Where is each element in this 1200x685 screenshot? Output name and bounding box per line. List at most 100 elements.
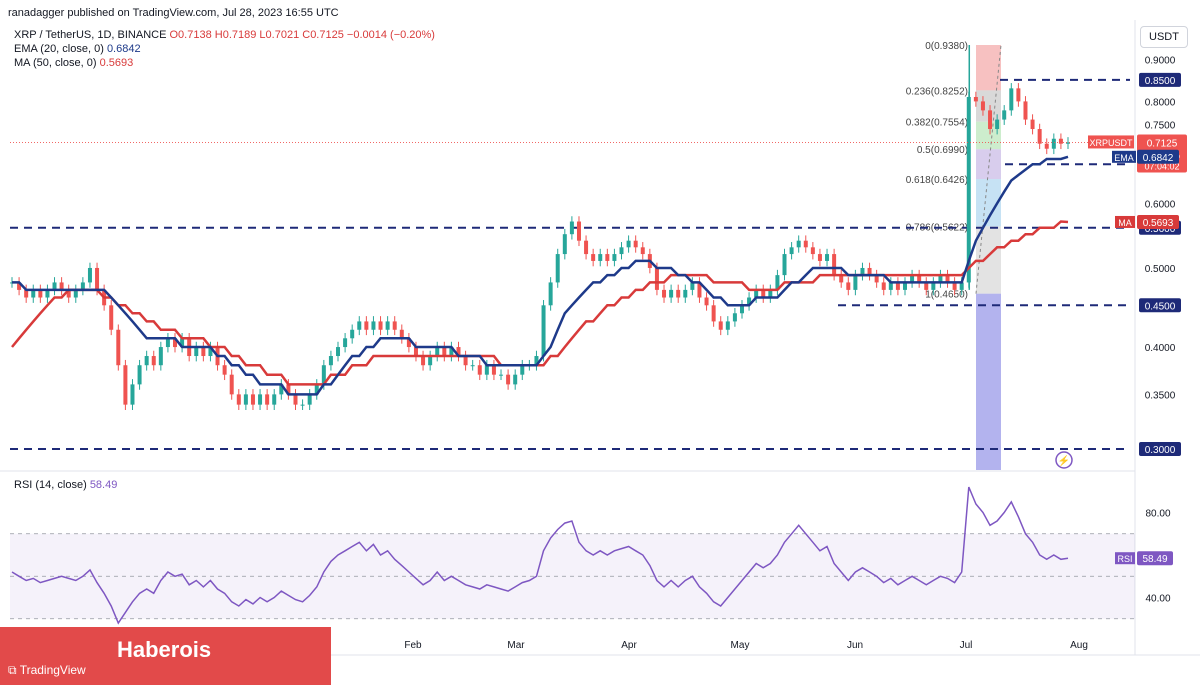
level-tag	[1139, 72, 1181, 87]
candle-body	[258, 394, 263, 405]
ma-legend-label: MA (50, close, 0)	[14, 57, 97, 69]
x-tick-label: Jun	[847, 640, 863, 651]
y-tick-label: 0.7500	[1145, 120, 1176, 131]
candle-body	[988, 110, 993, 130]
x-tick-label: Mar	[507, 640, 525, 651]
ema-axis-label	[1112, 150, 1136, 163]
candle-body	[328, 356, 333, 366]
candle-body	[194, 347, 199, 357]
candle-body	[839, 275, 844, 283]
publisher-line: ranadagger published on TradingView.com,…	[8, 6, 339, 20]
fib-label: 0(0.9380)	[925, 41, 968, 52]
candle-body	[605, 254, 610, 261]
candle-body	[782, 254, 787, 276]
candle-body	[456, 347, 461, 357]
candle-body	[945, 275, 950, 283]
ma-legend-value: 0.5693	[99, 57, 134, 69]
candle-body	[222, 365, 227, 375]
candle-body	[768, 289, 773, 298]
candle-body	[725, 321, 730, 330]
candle-body	[95, 267, 100, 290]
fib-label: 1(0.4650)	[925, 290, 968, 301]
close-value: C0.7125	[302, 29, 344, 41]
currency-button[interactable]: USDT	[1140, 26, 1188, 48]
ma-axis-tag-text: 0.5693	[1143, 218, 1174, 229]
rsi-axis-label-text: RSI	[1117, 554, 1132, 564]
candle-body	[406, 338, 411, 348]
candle-body	[520, 365, 525, 375]
candle-body	[796, 240, 801, 248]
y-tick-label: 0.6000	[1145, 199, 1176, 210]
candle-body	[633, 240, 638, 248]
candle-body	[265, 394, 270, 405]
level-tag-text: 0.4500	[1145, 301, 1176, 312]
candle-body	[555, 254, 560, 283]
candle-body	[506, 374, 511, 385]
candle-body	[435, 347, 440, 357]
fib-label: 0.618(0.6426)	[906, 175, 968, 186]
tradingview-logo-icon: ⧉	[8, 663, 20, 677]
candle-body	[229, 374, 234, 395]
candle-body	[1009, 88, 1014, 111]
candle-body	[236, 394, 241, 405]
rsi-axis-label	[1115, 552, 1135, 565]
open-value: O0.7138	[169, 29, 212, 41]
candle-body	[598, 254, 603, 261]
candle-body	[825, 254, 830, 261]
rsi-legend-value: 58.49	[89, 479, 118, 491]
flash-icon-glyph: ⚡	[1058, 454, 1070, 467]
candle-body	[534, 356, 539, 366]
candle-body	[732, 313, 737, 322]
candle-body	[619, 247, 624, 255]
candle-body	[669, 289, 674, 298]
ma-legend[interactable]: MA (50, close, 0) 0.5693	[14, 56, 133, 70]
change-value: −0.0014 (−0.20%)	[346, 29, 435, 41]
symbol-name: XRP / TetherUS, 1D, BINANCE	[14, 29, 167, 41]
rsi-line	[11, 486, 1069, 625]
candle-body	[1002, 110, 1007, 120]
candle-body	[343, 338, 348, 348]
candle-body	[484, 365, 489, 375]
candle-body	[846, 282, 851, 290]
candle-body	[201, 347, 206, 357]
candle-body	[881, 282, 886, 290]
candle-body	[697, 282, 702, 298]
candle-body	[130, 384, 135, 405]
candle-body	[775, 275, 780, 290]
candle-body	[116, 329, 121, 366]
candle-body	[449, 347, 454, 357]
level-tag-text: 0.3000	[1145, 445, 1176, 456]
candle-body	[151, 356, 156, 366]
ema-axis-tag-text: 0.6842	[1143, 153, 1174, 164]
candle-body	[548, 282, 553, 306]
candle-body	[293, 394, 298, 405]
candle-body	[938, 275, 943, 283]
ma-axis-label	[1115, 215, 1135, 228]
candle-body	[874, 275, 879, 283]
candle-body	[917, 275, 922, 283]
candle-body	[1030, 119, 1035, 130]
candle-body	[399, 329, 404, 339]
candle-body	[45, 289, 50, 298]
rsi-legend-label: RSI (14, close)	[14, 479, 87, 491]
candle-body	[789, 247, 794, 255]
candle-body	[165, 338, 170, 348]
candle-body	[683, 289, 688, 298]
candle-body	[1051, 138, 1056, 149]
fib-label: 0.382(0.7554)	[906, 118, 968, 129]
watermark-banner: Haberois ⧉ TradingView	[0, 627, 331, 685]
candle-body	[144, 356, 149, 366]
ema-legend[interactable]: EMA (20, close, 0) 0.6842	[14, 42, 141, 56]
ma-line	[11, 220, 1069, 386]
level-tag-text: 0.8500	[1145, 76, 1176, 87]
candle-body	[59, 282, 64, 290]
rsi-legend[interactable]: RSI (14, close) 58.49	[14, 478, 117, 492]
x-tick-label: Apr	[621, 640, 637, 651]
y-tick-label: 0.8000	[1145, 97, 1176, 108]
level-tag	[1139, 298, 1181, 313]
candle-body	[569, 221, 574, 235]
candle-body	[832, 254, 837, 276]
candle-body	[66, 289, 71, 298]
candle-body	[243, 394, 248, 405]
